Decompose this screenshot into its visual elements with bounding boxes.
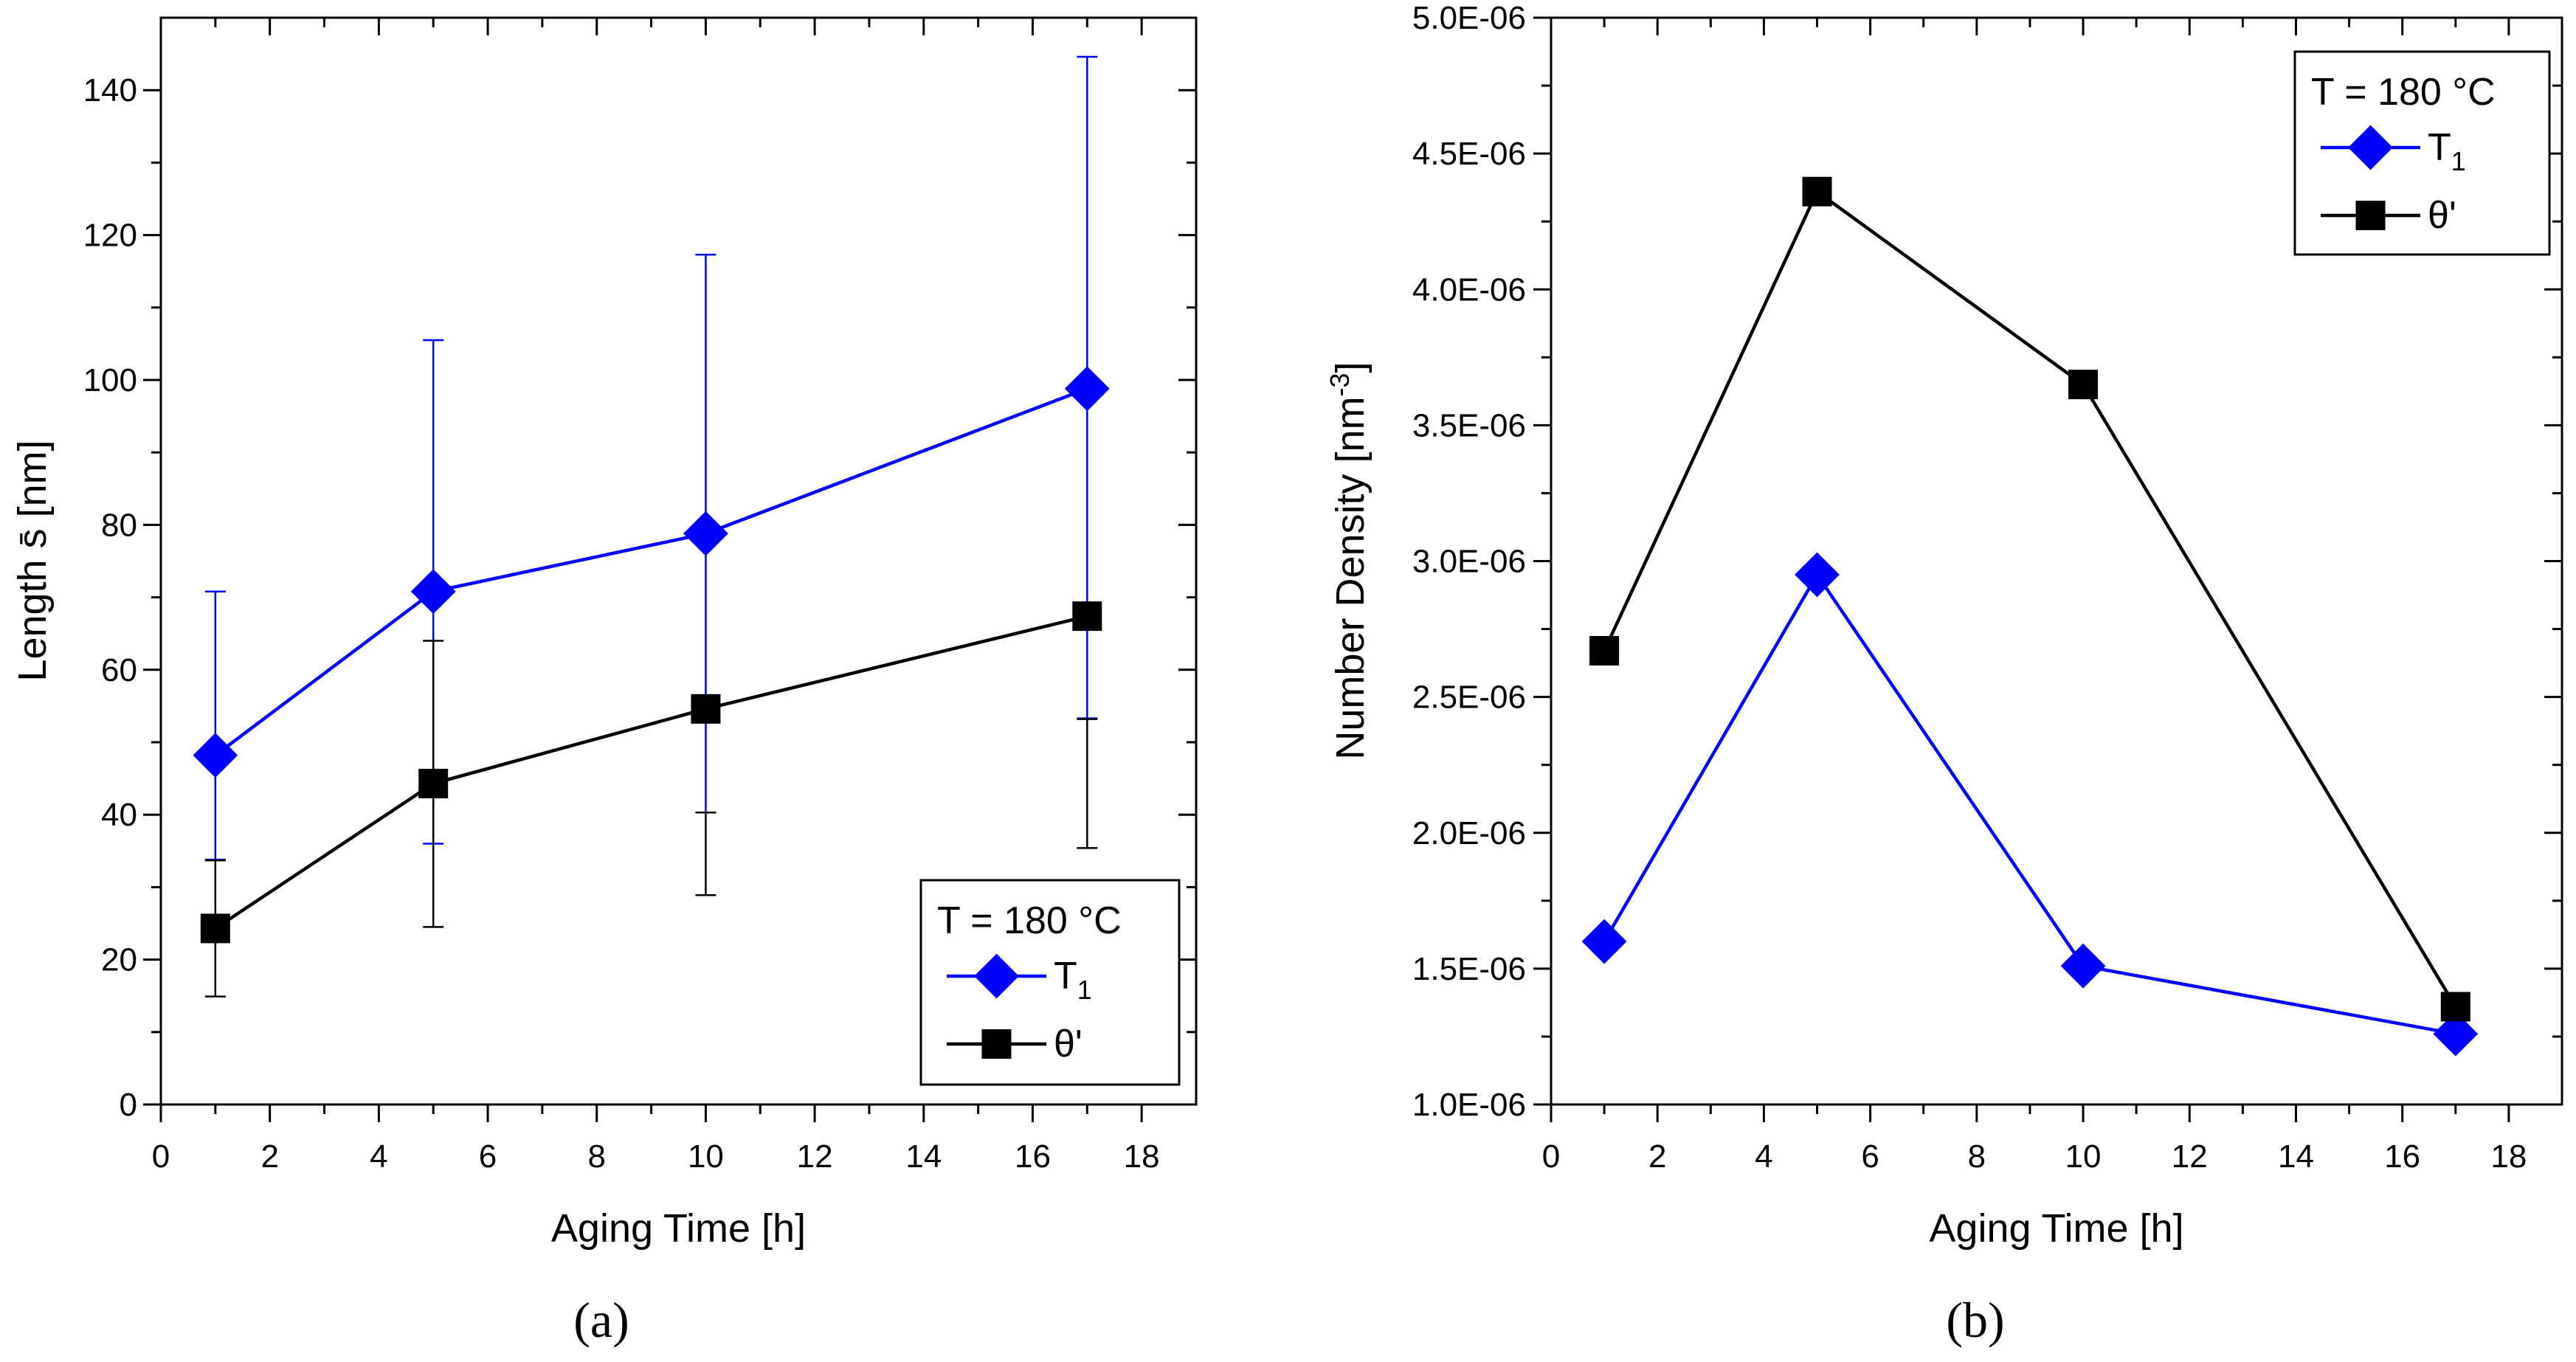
x-tick-label: 6 — [1861, 1138, 1879, 1175]
panel-a-length-chart: 0 2 4 6 8 10 12 14 16 18 0 20 40 60 80 100 120 140 Aging T… — [10, 16, 1198, 1348]
y-tick-label: 100 — [83, 362, 137, 398]
y-axis-label: Length s̄ [nm] — [10, 440, 55, 681]
x-tick-label: 18 — [1124, 1138, 1160, 1175]
data-point-t1 — [1795, 552, 1840, 598]
y-tick-label: 140 — [83, 72, 137, 108]
y-tick-label: 0 — [120, 1087, 137, 1123]
data-point-theta-prime — [200, 913, 230, 944]
data-point-t1 — [683, 511, 728, 556]
data-point-theta-prime — [2440, 992, 2470, 1022]
x-tick-label: 10 — [2065, 1138, 2102, 1175]
y-axis-label: Number Density [nm-3] — [1325, 362, 1372, 759]
y-tick-label: 120 — [83, 218, 137, 254]
legend-title: T = 180 °C — [937, 899, 1122, 942]
y-tick-label: 3.5E-06 — [1412, 407, 1526, 443]
legend-label: T1 — [2428, 126, 2466, 176]
y-axis-label-superscript: -3 — [1325, 373, 1355, 396]
series-line-t1 — [214, 387, 1088, 757]
data-point-theta-prime — [2068, 370, 2099, 400]
y-tick-label: 5.0E-06 — [1412, 0, 1526, 36]
data-point-t1 — [2433, 1011, 2479, 1057]
data-point-t1 — [410, 569, 456, 615]
legend-marker — [2355, 201, 2386, 230]
y-tick-label: 1.5E-06 — [1412, 951, 1526, 987]
legend-marker — [2348, 125, 2393, 170]
y-axis-label-end: ] — [1328, 362, 1372, 373]
x-tick-label: 2 — [260, 1138, 278, 1175]
x-tick-label: 0 — [152, 1138, 170, 1175]
legend-box — [919, 879, 1181, 1086]
legend-label-subscript: 1 — [2451, 146, 2466, 176]
data-point-theta-prime — [418, 768, 449, 798]
x-tick-label: 10 — [688, 1138, 724, 1175]
legend-marker — [974, 953, 1019, 999]
legend-label: θ' — [2428, 194, 2456, 237]
x-tick-label: 2 — [1648, 1138, 1666, 1175]
x-axis-label: Aging Time [h] — [1929, 1206, 2183, 1251]
x-tick-label: 8 — [1968, 1138, 1986, 1175]
x-axis-label: Aging Time [h] — [551, 1206, 806, 1251]
data-point-t1 — [2060, 943, 2106, 989]
legend-box — [2293, 50, 2551, 256]
data-point-t1 — [193, 733, 238, 778]
panel-caption: (a) — [573, 1292, 629, 1348]
x-tick-label: 18 — [2490, 1138, 2527, 1175]
x-tick-label: 0 — [1542, 1138, 1560, 1175]
y-tick-label: 2.5E-06 — [1412, 680, 1526, 716]
y-tick-label: 3.0E-06 — [1412, 544, 1526, 580]
x-tick-label: 14 — [905, 1138, 942, 1175]
x-tick-label: 4 — [1755, 1138, 1772, 1175]
series-line-theta-prime — [1603, 189, 2457, 1008]
x-tick-label: 16 — [2384, 1138, 2420, 1175]
x-tick-label: 14 — [2278, 1138, 2314, 1175]
data-point-theta-prime — [1802, 176, 1832, 207]
data-point-t1 — [1581, 919, 1627, 964]
legend-title: T = 180 °C — [2311, 71, 2496, 114]
y-tick-label: 4.0E-06 — [1412, 272, 1526, 308]
legend-label: θ' — [1054, 1023, 1082, 1065]
x-tick-label: 8 — [587, 1138, 605, 1175]
panel-caption: (b) — [1946, 1292, 2004, 1348]
y-tick-label: 40 — [101, 797, 137, 833]
x-tick-label: 16 — [1015, 1138, 1051, 1175]
y-tick-label: 1.0E-06 — [1412, 1087, 1526, 1123]
y-tick-label: 20 — [101, 942, 137, 978]
data-point-theta-prime — [691, 694, 721, 724]
data-point-theta-prime — [1589, 636, 1620, 666]
series-line-theta-prime — [214, 614, 1088, 930]
legend-label-subscript: 1 — [1077, 975, 1092, 1005]
x-tick-label: 6 — [479, 1138, 497, 1175]
plot-frame — [159, 16, 1198, 1106]
y-tick-label: 2.0E-06 — [1412, 815, 1526, 851]
y-tick-label: 60 — [101, 652, 137, 688]
x-tick-label: 12 — [2172, 1138, 2208, 1175]
panel-b-number-density-chart: 0 2 4 6 8 10 12 14 16 18 1.0E-06 1.5E-06 2.0E-06 2.5E… — [1325, 0, 2563, 1348]
x-tick-label: 12 — [797, 1138, 833, 1175]
series-line-t1 — [1603, 571, 2456, 1036]
data-point-t1 — [1064, 366, 1110, 412]
data-point-theta-prime — [1072, 601, 1102, 632]
y-tick-label: 4.5E-06 — [1412, 136, 1526, 172]
x-tick-label: 4 — [370, 1138, 387, 1175]
y-tick-label: 80 — [101, 507, 137, 543]
legend-marker — [981, 1029, 1012, 1059]
